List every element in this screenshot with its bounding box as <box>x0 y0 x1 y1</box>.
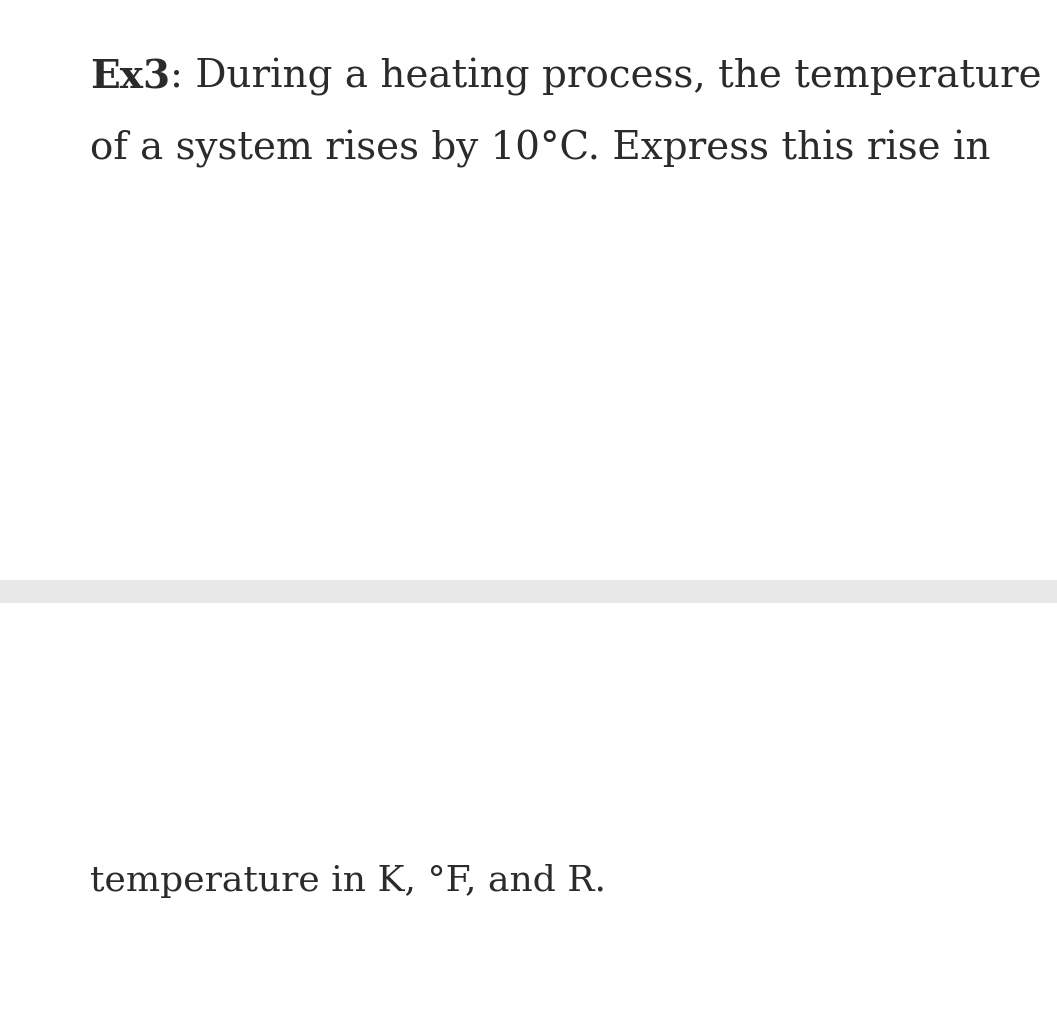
Text: Ex3: Ex3 <box>90 59 170 96</box>
Bar <box>0 580 1057 603</box>
Text: of a system rises by 10°C. Express this rise in: of a system rises by 10°C. Express this … <box>90 131 990 168</box>
Text: temperature in K, °F, and R.: temperature in K, °F, and R. <box>90 863 606 898</box>
Text: : During a heating process, the temperature: : During a heating process, the temperat… <box>170 59 1041 96</box>
